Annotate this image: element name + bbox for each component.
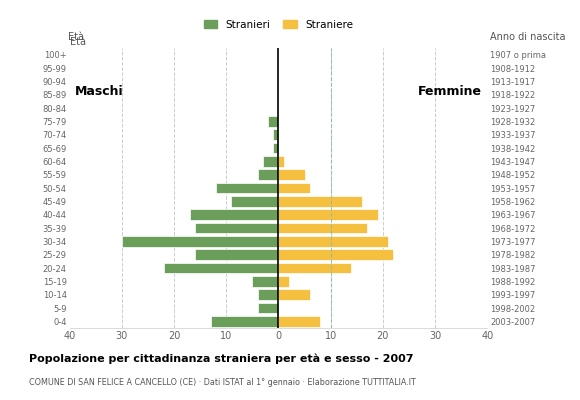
Bar <box>273 143 278 153</box>
Bar <box>164 263 278 273</box>
Bar <box>258 290 278 300</box>
Bar <box>195 223 278 233</box>
Bar <box>268 116 278 126</box>
Bar <box>278 210 378 220</box>
Bar <box>278 290 310 300</box>
Bar <box>278 236 388 246</box>
Text: Maschi: Maschi <box>75 85 124 98</box>
Bar <box>122 236 278 246</box>
Text: Femmine: Femmine <box>418 85 482 98</box>
Bar <box>211 316 278 326</box>
Bar <box>195 250 278 260</box>
Text: Età: Età <box>68 32 85 42</box>
Bar <box>278 276 289 286</box>
Bar <box>216 183 278 193</box>
Bar <box>258 170 278 180</box>
Text: Anno di nascita: Anno di nascita <box>490 32 566 42</box>
Bar <box>231 196 278 206</box>
Bar <box>263 156 278 166</box>
Bar <box>278 263 351 273</box>
Bar <box>278 156 284 166</box>
Bar <box>278 250 393 260</box>
Bar <box>190 210 278 220</box>
Bar <box>258 303 278 313</box>
Bar <box>278 196 362 206</box>
Bar <box>278 183 310 193</box>
Text: Età: Età <box>70 37 86 47</box>
Bar <box>278 316 320 326</box>
Legend: Stranieri, Straniere: Stranieri, Straniere <box>204 20 353 30</box>
Bar <box>278 223 367 233</box>
Bar <box>278 170 304 180</box>
Text: COMUNE DI SAN FELICE A CANCELLO (CE) · Dati ISTAT al 1° gennaio · Elaborazione T: COMUNE DI SAN FELICE A CANCELLO (CE) · D… <box>29 378 416 387</box>
Text: Popolazione per cittadinanza straniera per età e sesso - 2007: Popolazione per cittadinanza straniera p… <box>29 354 414 364</box>
Bar <box>252 276 278 286</box>
Bar <box>273 130 278 140</box>
